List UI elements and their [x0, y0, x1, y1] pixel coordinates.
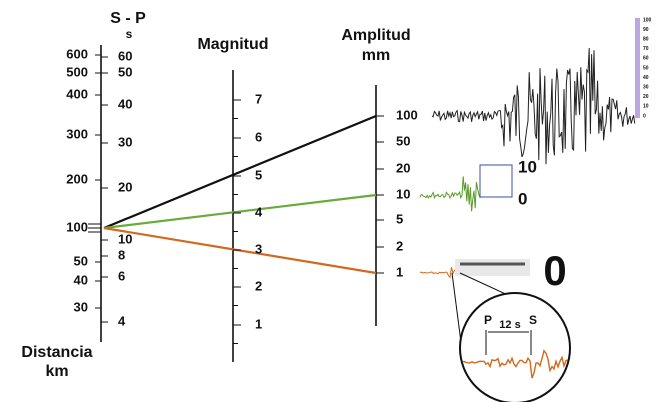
- distance-label: 400: [66, 86, 88, 101]
- distance-label: 30: [74, 299, 88, 314]
- interval-label: 12 s: [499, 319, 520, 331]
- small-scale-box: [455, 259, 530, 276]
- large-scale-label: 90: [643, 27, 649, 33]
- magnitude-label: 1: [255, 316, 262, 331]
- medium-scale-label: 10: [518, 157, 537, 176]
- large-scale-label: 60: [643, 56, 649, 62]
- sp-label: 8: [118, 247, 125, 262]
- large-scale-label: 100: [643, 17, 652, 23]
- amplitude-label: 20: [396, 160, 410, 175]
- large-scale-label: 80: [643, 37, 649, 43]
- medium-scale-box: [480, 165, 512, 197]
- waveform: [420, 176, 481, 211]
- waveform: [432, 48, 635, 164]
- small-scale-label: 0: [543, 247, 566, 294]
- large-scale-label: 20: [643, 94, 649, 100]
- distance-label: 600: [66, 46, 88, 61]
- sp-label: 10: [118, 231, 132, 246]
- sp-title: S - P: [110, 10, 146, 27]
- large-scale-label: 10: [643, 104, 649, 110]
- amplitude-label: 2: [396, 238, 403, 253]
- sp-label: 20: [118, 179, 132, 194]
- magnitude-label: 3: [255, 241, 262, 256]
- amplitude-label: 50: [396, 133, 410, 148]
- sp-label: 50: [118, 64, 132, 79]
- distance-label: 50: [74, 253, 88, 268]
- large-scale-label: 50: [643, 65, 649, 71]
- amplitude-title: Amplitud: [341, 27, 410, 44]
- amplitude-label: 5: [396, 211, 403, 226]
- large-scale-label: 40: [643, 75, 649, 81]
- inset-circle: [460, 293, 570, 402]
- distance-label: 500: [66, 64, 88, 79]
- distance-label: 40: [74, 272, 88, 287]
- medium-scale-label: 0: [518, 189, 527, 208]
- zoom-line: [460, 273, 510, 296]
- amplitude-label: 10: [396, 186, 410, 201]
- magnitude-label: 6: [255, 129, 262, 144]
- sp-label: 60: [118, 48, 132, 63]
- distance-title: Distancia: [21, 344, 92, 361]
- distance-unit: km: [45, 363, 68, 380]
- large-scale-bar: [635, 18, 640, 118]
- sp-subscript: s: [126, 27, 133, 41]
- sp-label: 40: [118, 96, 132, 111]
- magnitude-label: 2: [255, 278, 262, 293]
- sp-label: 30: [118, 134, 132, 149]
- p-label: P: [484, 313, 492, 327]
- distance-label: 200: [66, 171, 88, 186]
- amplitude-label: 100: [396, 107, 418, 122]
- sp-label: 4: [118, 313, 126, 328]
- distance-label: 300: [66, 126, 88, 141]
- sp-label: 6: [118, 268, 125, 283]
- magnitude-title: Magnitud: [197, 36, 268, 53]
- nomogram: S - P s Magnitud Amplitud mm Distancia k…: [0, 0, 656, 402]
- amplitude-label: 1: [396, 264, 403, 279]
- magnitude-label: 4: [255, 204, 263, 219]
- large-scale-label: 30: [643, 85, 649, 91]
- large-scale-label: 0: [643, 113, 646, 119]
- waveform: [420, 267, 459, 277]
- magnitude-label: 7: [255, 91, 262, 106]
- magnitude-label: 5: [255, 167, 262, 182]
- amplitude-unit: mm: [362, 47, 390, 64]
- s-label: S: [529, 313, 537, 327]
- large-scale-label: 70: [643, 46, 649, 52]
- distance-label: 100: [66, 219, 88, 234]
